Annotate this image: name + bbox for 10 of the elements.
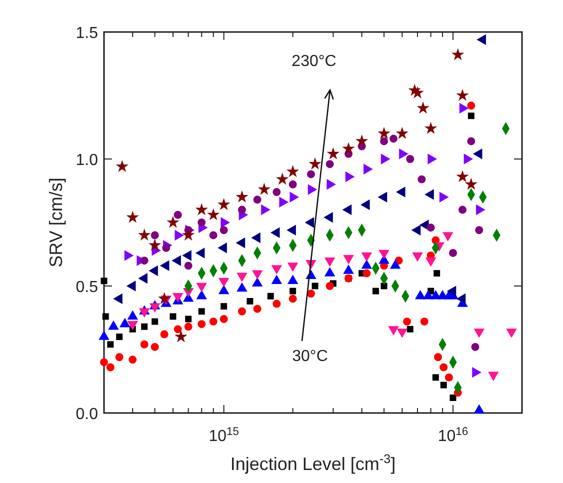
y-tick-label: 1.0 [76,152,98,169]
x-axis-title: Injection Level [cm$^{-3}$] [230,452,396,474]
y-axis-title: SRV [cm/s] [46,178,66,268]
y-tick-label: 0.5 [76,279,98,296]
y-tick-label: 1.5 [76,25,98,42]
annotation: 30°C [292,348,328,365]
x-tick-label: 10$^{15}$ [208,426,239,445]
y-tick-label: 0.0 [76,406,98,423]
annotation: 230°C [292,53,336,70]
x-tick-label: 10$^{16}$ [438,426,468,445]
